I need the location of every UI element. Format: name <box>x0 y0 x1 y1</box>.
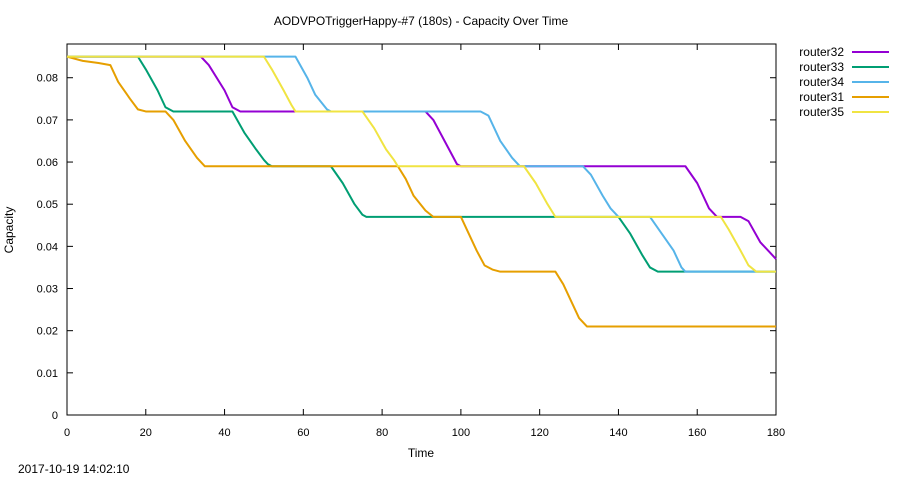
y-tick-label: 0.04 <box>37 241 58 253</box>
timestamp-label: 2017-10-19 14:02:10 <box>18 462 130 476</box>
y-tick-label: 0 <box>52 410 58 422</box>
legend-label-router34: router34 <box>799 75 844 89</box>
x-tick-label: 140 <box>609 427 627 439</box>
x-tick-label: 120 <box>530 427 548 439</box>
series-lines <box>66 55 777 328</box>
y-tick-label: 0.02 <box>37 326 58 338</box>
x-axis: 0 20 40 60 80 100 120 140 160 180 <box>64 44 785 439</box>
x-tick-label: 60 <box>297 427 309 439</box>
series-line-router32 <box>67 55 777 260</box>
plot-area-frame <box>66 43 777 416</box>
x-tick-label: 80 <box>376 427 388 439</box>
series-line-router33 <box>67 55 776 273</box>
y-axis-label: Capacity <box>2 207 16 254</box>
x-tick-label: 100 <box>452 427 470 439</box>
series-line-router34 <box>67 55 776 273</box>
y-tick-label: 0.07 <box>37 115 58 127</box>
y-tick-label: 0.03 <box>37 284 58 296</box>
x-tick-label: 0 <box>64 427 70 439</box>
x-tick-label: 180 <box>767 427 785 439</box>
y-tick-label: 0.05 <box>37 199 58 211</box>
x-tick-label: 40 <box>218 427 230 439</box>
chart-title: AODVPOTriggerHappy-#7 (180s) - Capacity … <box>274 14 569 28</box>
y-tick-label: 0.08 <box>37 73 58 85</box>
x-tick-label: 160 <box>688 427 706 439</box>
legend-label-router31: router31 <box>799 90 844 104</box>
legend-label-router33: router33 <box>799 60 844 74</box>
legend-label-router35: router35 <box>799 105 844 119</box>
legend-label-router32: router32 <box>799 45 844 59</box>
y-tick-label: 0.06 <box>37 157 58 169</box>
series-line-router31 <box>66 55 776 328</box>
x-tick-label: 20 <box>140 427 152 439</box>
y-axis: 0 0.01 0.02 0.03 0.04 0.05 0.06 0.07 0.08 <box>37 73 776 422</box>
x-axis-label: Time <box>408 446 435 460</box>
y-tick-label: 0.01 <box>37 368 58 380</box>
series-line-router35 <box>67 55 776 273</box>
